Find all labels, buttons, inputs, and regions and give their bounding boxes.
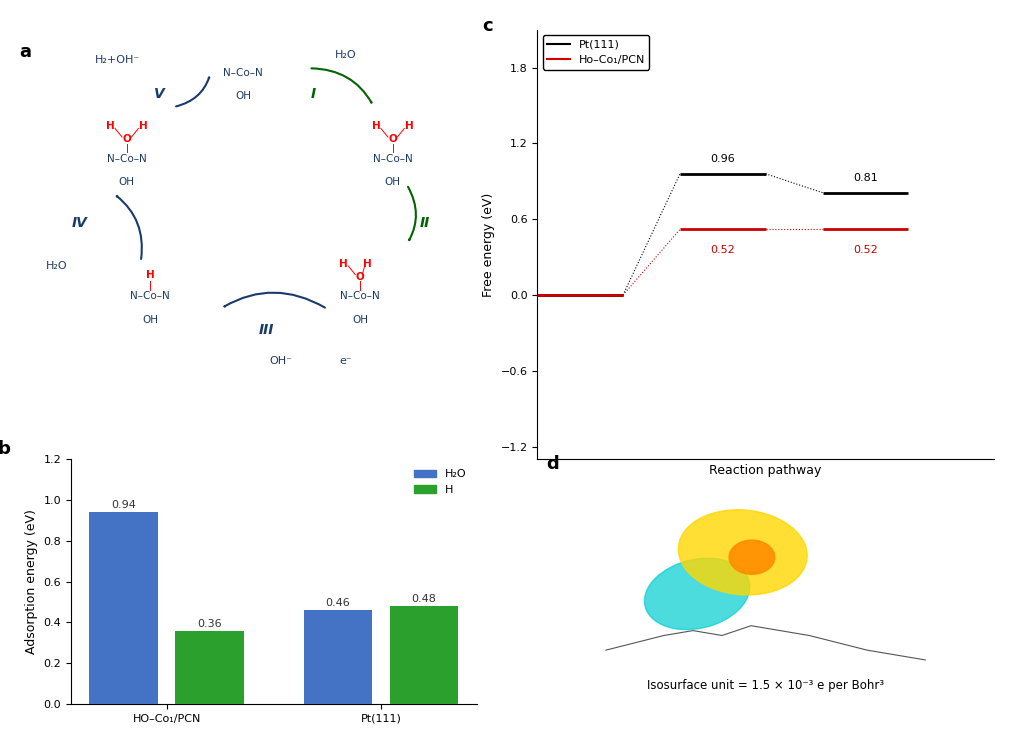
Text: H: H <box>372 122 380 131</box>
Text: Isosurface unit = 1.5 × 10⁻³ e per Bohr³: Isosurface unit = 1.5 × 10⁻³ e per Bohr³ <box>647 679 884 692</box>
Bar <box>389 606 458 704</box>
Text: III: III <box>259 324 275 337</box>
Text: 0.46: 0.46 <box>325 598 351 608</box>
Text: N–Co–N: N–Co–N <box>106 153 147 164</box>
Text: 0.52: 0.52 <box>711 245 735 254</box>
Text: OH: OH <box>384 177 401 187</box>
X-axis label: Reaction pathway: Reaction pathway <box>710 464 821 476</box>
Y-axis label: Free energy (eV): Free energy (eV) <box>482 193 495 296</box>
Text: H₂+OH⁻: H₂+OH⁻ <box>94 55 140 64</box>
Text: H: H <box>139 122 147 131</box>
Text: H: H <box>106 122 115 131</box>
Ellipse shape <box>729 540 775 574</box>
Text: 0.81: 0.81 <box>853 173 878 182</box>
Bar <box>89 513 158 704</box>
FancyArrowPatch shape <box>311 68 371 102</box>
Text: O: O <box>388 134 397 144</box>
Ellipse shape <box>645 558 749 630</box>
Text: N–Co–N: N–Co–N <box>373 153 413 164</box>
Text: OH: OH <box>142 315 158 325</box>
Text: N–Co–N: N–Co–N <box>223 67 264 78</box>
Bar <box>175 631 243 704</box>
Bar <box>304 611 372 704</box>
Text: c: c <box>483 17 493 35</box>
FancyArrowPatch shape <box>408 187 416 240</box>
Text: d: d <box>547 454 560 473</box>
FancyArrowPatch shape <box>176 78 209 107</box>
Text: O: O <box>356 272 364 282</box>
Text: OH: OH <box>352 315 368 325</box>
Text: N–Co–N: N–Co–N <box>340 291 380 301</box>
Text: b: b <box>0 440 11 458</box>
Legend: Pt(111), Ho–Co₁/PCN: Pt(111), Ho–Co₁/PCN <box>542 35 649 70</box>
Text: 0.48: 0.48 <box>412 594 436 604</box>
Text: I: I <box>310 87 316 101</box>
Text: e⁻: e⁻ <box>340 356 352 365</box>
Text: H₂O: H₂O <box>336 50 357 61</box>
Text: 0.94: 0.94 <box>112 500 136 511</box>
FancyArrowPatch shape <box>224 293 324 308</box>
Text: H: H <box>405 122 414 131</box>
Text: H: H <box>363 259 371 269</box>
Text: OH: OH <box>235 91 251 102</box>
Text: OH⁻: OH⁻ <box>269 356 292 365</box>
Text: 0.36: 0.36 <box>197 619 222 628</box>
Text: H: H <box>146 270 154 279</box>
Text: O: O <box>123 134 131 144</box>
Text: N–Co–N: N–Co–N <box>130 291 170 301</box>
Text: 0.52: 0.52 <box>853 245 878 254</box>
Text: H: H <box>340 259 348 269</box>
Text: H₂O: H₂O <box>46 261 68 271</box>
Text: V: V <box>154 87 165 101</box>
Y-axis label: Adsorption energy (eV): Adsorption energy (eV) <box>25 509 38 654</box>
Legend: H₂O, H: H₂O, H <box>410 465 472 499</box>
Text: IV: IV <box>72 216 88 230</box>
Text: II: II <box>420 216 430 230</box>
Text: a: a <box>19 42 31 61</box>
Text: 0.96: 0.96 <box>711 153 735 164</box>
FancyArrowPatch shape <box>117 196 142 259</box>
Ellipse shape <box>678 510 807 595</box>
Text: OH: OH <box>119 177 135 187</box>
